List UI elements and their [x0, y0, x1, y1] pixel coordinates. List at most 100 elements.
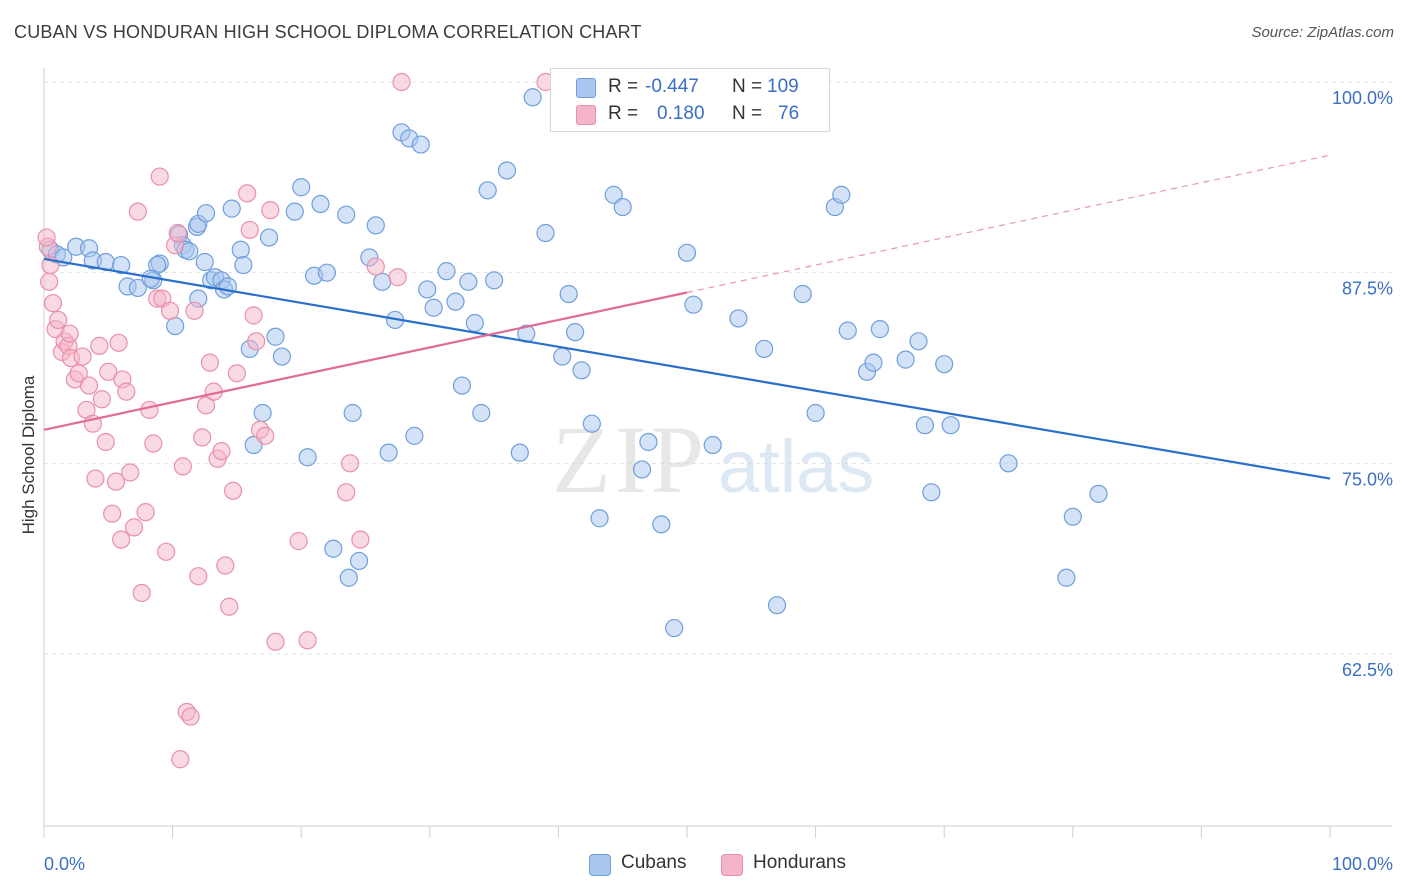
data-point — [128, 202, 147, 221]
data-point — [366, 216, 385, 235]
data-point — [166, 316, 185, 336]
data-point — [590, 509, 609, 528]
data-point — [437, 262, 456, 281]
data-point — [231, 240, 250, 259]
data-point — [459, 272, 478, 291]
data-point — [124, 518, 144, 537]
data-point — [1057, 568, 1076, 587]
data-point — [289, 532, 308, 551]
data-point — [256, 426, 275, 445]
data-point — [86, 469, 105, 488]
data-point — [196, 396, 216, 415]
data-point — [729, 309, 748, 328]
data-point — [140, 400, 159, 420]
data-point — [324, 539, 343, 558]
data-point — [238, 184, 257, 203]
data-point — [96, 432, 115, 452]
data-point — [373, 272, 392, 291]
data-point — [298, 631, 317, 650]
grid-layer — [44, 81, 1392, 655]
data-point — [340, 454, 360, 473]
n-value: 76 — [778, 103, 800, 124]
watermark: ZIP atlas — [552, 406, 874, 513]
data-point — [240, 220, 259, 240]
data-point — [272, 347, 292, 366]
stats-legend: R = -0.447 N = 109 R = 0.180 N = 76 — [550, 68, 830, 132]
data-point — [40, 272, 59, 291]
data-point — [144, 434, 163, 453]
data-point — [173, 457, 192, 476]
data-point — [253, 403, 272, 423]
data-point — [405, 426, 424, 445]
data-point — [103, 504, 122, 523]
data-point — [806, 403, 825, 423]
data-point — [298, 448, 317, 467]
data-point — [677, 243, 697, 262]
legend-label-cubans: Cubans — [621, 852, 687, 873]
data-point — [92, 390, 111, 409]
data-point — [935, 355, 954, 374]
data-point — [109, 333, 128, 352]
watermark-zip: ZIP — [552, 406, 708, 513]
data-point — [185, 301, 204, 320]
data-point — [864, 353, 883, 372]
data-point — [793, 284, 812, 304]
data-point — [639, 432, 658, 452]
data-point — [261, 201, 280, 220]
x-tick-label: 100.0% — [1332, 854, 1393, 874]
data-point — [150, 167, 169, 186]
data-point — [652, 515, 671, 534]
data-point — [896, 350, 915, 369]
data-point — [388, 268, 407, 287]
legend-label-hondurans: Hondurans — [753, 852, 846, 873]
source-credit: Source: ZipAtlas.com — [1251, 24, 1394, 41]
legend-swatch-cubans — [589, 854, 611, 876]
data-point — [349, 551, 369, 571]
data-point — [478, 181, 497, 200]
data-point — [703, 435, 722, 455]
data-point — [106, 472, 126, 491]
hondurans-points — [37, 72, 555, 769]
data-point — [909, 332, 928, 351]
data-point — [452, 376, 472, 395]
data-point — [79, 376, 99, 395]
data-point — [424, 298, 443, 317]
r-value: 0.180 — [657, 103, 705, 124]
chart-title: CUBAN VS HONDURAN HIGH SCHOOL DIPLOMA CO… — [14, 22, 642, 42]
data-point — [195, 252, 214, 272]
data-point — [112, 530, 131, 549]
data-point — [181, 707, 200, 726]
data-point — [684, 295, 703, 314]
data-point — [566, 323, 585, 342]
data-point — [247, 332, 266, 351]
n-label: N = — [732, 103, 763, 124]
data-point — [767, 596, 787, 615]
legend-swatch-cubans — [576, 78, 596, 98]
data-point — [379, 443, 398, 462]
data-point — [472, 403, 491, 423]
data-point — [69, 364, 88, 383]
watermark-atlas: atlas — [718, 425, 874, 508]
data-point — [43, 294, 63, 313]
data-point — [212, 442, 231, 461]
data-point — [117, 382, 136, 401]
data-point — [266, 632, 285, 651]
data-point — [838, 321, 857, 340]
n-label: N = — [732, 76, 763, 97]
r-value: -0.447 — [645, 76, 699, 97]
data-point — [193, 428, 212, 447]
data-point — [292, 178, 311, 197]
data-point — [870, 320, 890, 339]
data-point — [536, 223, 555, 243]
data-point — [510, 443, 529, 462]
data-point — [285, 202, 304, 221]
y-tick-label: 62.5% — [1342, 660, 1393, 680]
trend-layer — [43, 154, 1331, 480]
trend-line-cubans — [43, 257, 1331, 480]
data-point — [418, 280, 437, 299]
data-point — [171, 750, 190, 769]
legend-swatch-hondurans — [576, 105, 596, 125]
data-point — [168, 223, 187, 243]
data-point — [572, 361, 591, 380]
